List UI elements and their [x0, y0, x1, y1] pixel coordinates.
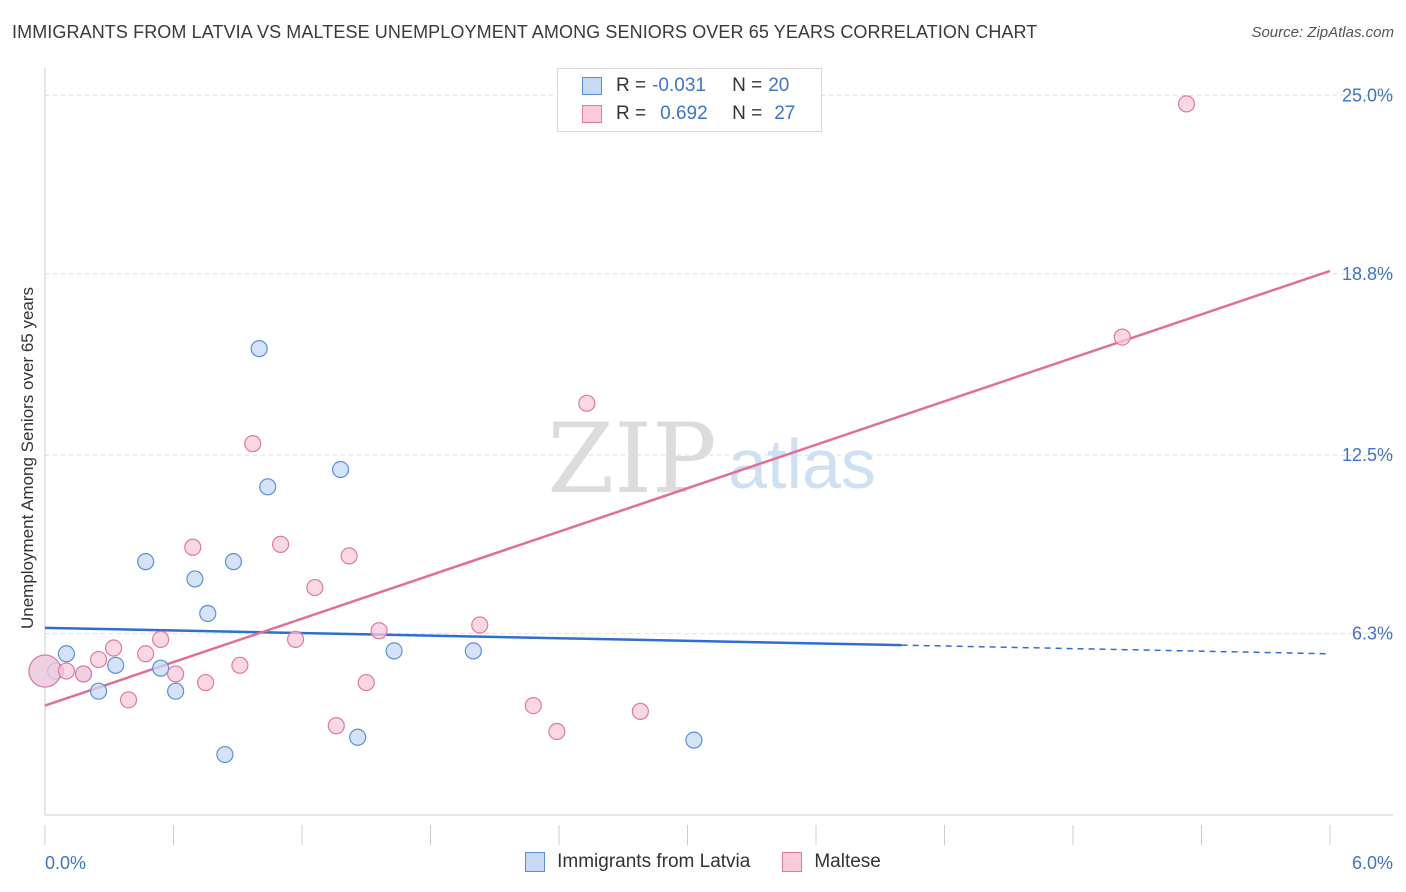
- watermark-zip: ZIP: [547, 403, 716, 515]
- y-tick-label: 25.0%: [1342, 85, 1393, 105]
- point-maltese: [548, 722, 566, 741]
- legend-swatch-maltese: [582, 105, 602, 123]
- legend-r-label: R =: [616, 103, 647, 124]
- point-latvia: [186, 570, 204, 588]
- correlation-legend: R = -0.031 N = 20 R = 0.692 N = 27: [557, 68, 822, 132]
- chart-title: IMMIGRANTS FROM LATVIA VS MALTESE UNEMPL…: [12, 22, 1038, 42]
- watermark: ZIP atlas: [547, 403, 876, 515]
- axes: [44, 68, 1393, 845]
- point-maltese: [327, 717, 345, 735]
- trend-line-maltese: [44, 269, 1331, 707]
- point-maltese: [197, 673, 215, 692]
- x-tick-label: 6.0%: [1352, 853, 1393, 873]
- point-maltese: [244, 435, 262, 453]
- legend-n-label: N =: [732, 75, 763, 96]
- series-legend: Immigrants from Latvia Maltese: [0, 851, 1406, 873]
- legend-swatch-latvia: [582, 77, 602, 95]
- point-latvia: [152, 659, 170, 677]
- point-maltese: [271, 535, 290, 553]
- series-swatch-maltese: [782, 852, 803, 872]
- point-latvia: [259, 478, 277, 496]
- series-swatch-latvia: [525, 852, 546, 872]
- grid-lines: [45, 94, 1393, 635]
- point-maltese: [231, 656, 249, 674]
- point-maltese: [340, 547, 358, 565]
- trend-lines: [44, 269, 1331, 707]
- y-tick-label: 6.3%: [1352, 624, 1393, 644]
- point-maltese: [357, 673, 375, 692]
- x-tick-label: 0.0%: [45, 853, 86, 873]
- point-maltese: [119, 691, 138, 709]
- point-maltese: [137, 645, 155, 663]
- point-maltese: [74, 665, 93, 683]
- legend-r-label: R =: [616, 75, 647, 96]
- y-tick-labels: 6.3% 12.5% 18.8% 25.0%: [1342, 85, 1393, 643]
- point-latvia: [216, 745, 234, 764]
- series-label-maltese: Maltese: [814, 851, 881, 872]
- series-legend-maltese[interactable]: Maltese: [782, 851, 881, 873]
- point-maltese: [471, 616, 489, 634]
- legend-n-label: N =: [732, 103, 763, 124]
- y-tick-label: 18.8%: [1342, 264, 1393, 284]
- point-latvia: [464, 642, 482, 660]
- point-latvia: [137, 553, 155, 571]
- trend-line-latvia: [44, 626, 902, 647]
- point-maltese: [28, 654, 62, 688]
- legend-n-value: 20: [768, 75, 790, 96]
- series-legend-latvia[interactable]: Immigrants from Latvia: [525, 851, 750, 873]
- legend-row-latvia: R = -0.031 N = 20: [582, 72, 789, 100]
- point-maltese: [524, 697, 542, 715]
- source-label: Source: ZipAtlas.com: [1251, 24, 1394, 41]
- legend-n-value: 27: [774, 103, 796, 124]
- point-latvia: [685, 731, 703, 749]
- point-maltese: [184, 538, 202, 556]
- point-maltese: [578, 394, 596, 412]
- series-label-latvia: Immigrants from Latvia: [557, 851, 751, 872]
- point-maltese: [1113, 328, 1131, 346]
- point-latvia: [57, 645, 76, 663]
- legend-r-value: 0.692: [660, 103, 708, 124]
- point-latvia: [349, 728, 367, 746]
- point-maltese: [89, 650, 108, 669]
- legend-r-value: -0.031: [652, 75, 706, 96]
- point-maltese: [1177, 95, 1196, 113]
- point-maltese: [306, 578, 324, 597]
- point-latvia: [89, 682, 108, 700]
- point-maltese: [286, 630, 305, 648]
- point-maltese: [167, 665, 185, 683]
- point-maltese: [104, 639, 123, 657]
- data-points: [28, 95, 1196, 764]
- point-latvia: [250, 340, 268, 358]
- point-maltese: [631, 702, 649, 720]
- point-maltese: [57, 662, 76, 680]
- point-maltese: [152, 630, 170, 648]
- x-tick-labels: 0.0% 6.0%: [45, 853, 1393, 873]
- point-latvia: [331, 460, 350, 479]
- point-latvia: [385, 642, 403, 660]
- y-tick-label: 12.5%: [1342, 445, 1393, 465]
- point-latvia: [224, 553, 243, 571]
- legend-row-maltese: R = 0.692 N = 27: [582, 100, 795, 128]
- point-maltese: [370, 622, 388, 640]
- point-latvia: [107, 656, 125, 674]
- trend-line-latvia-extension: [901, 644, 1331, 655]
- watermark-atlas: atlas: [728, 425, 876, 503]
- point-latvia: [199, 604, 217, 623]
- point-latvia: [167, 682, 185, 700]
